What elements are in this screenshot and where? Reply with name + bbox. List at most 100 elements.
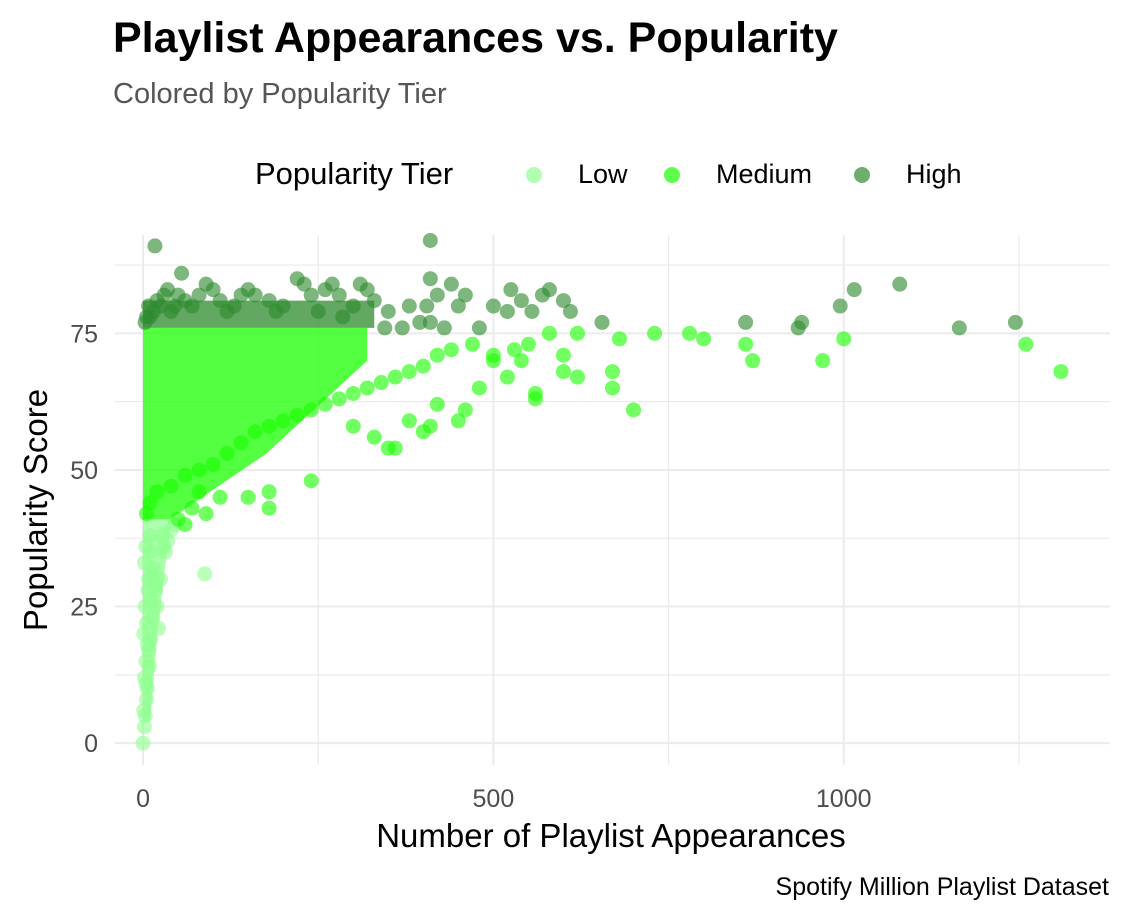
chart-caption: Spotify Million Playlist Dataset: [775, 873, 1109, 901]
point-high: [1007, 314, 1023, 330]
x-axis-label: Number of Playlist Appearances: [376, 817, 846, 854]
point-high: [534, 287, 550, 303]
point-medium: [380, 440, 396, 456]
y-tick-label: 75: [70, 320, 98, 348]
point-medium: [471, 380, 487, 396]
point-medium: [163, 478, 179, 494]
point-high: [450, 298, 466, 314]
point-high: [738, 314, 754, 330]
point-medium: [261, 500, 277, 516]
data-points: [135, 232, 1069, 751]
point-high: [846, 282, 862, 298]
point-high: [345, 298, 361, 314]
legend-label-high: High: [906, 159, 962, 189]
point-medium: [219, 446, 235, 462]
point-medium: [191, 462, 207, 478]
point-medium: [836, 331, 852, 347]
point-medium: [261, 484, 277, 500]
point-medium: [303, 402, 319, 418]
point-medium: [541, 325, 557, 341]
point-medium: [569, 369, 585, 385]
point-high: [233, 287, 249, 303]
point-high: [303, 287, 319, 303]
point-low: [144, 566, 160, 582]
point-high: [137, 314, 153, 330]
point-high: [268, 303, 284, 319]
x-tick-label: 0: [136, 785, 150, 813]
point-medium: [198, 506, 214, 522]
legend-key-medium: [664, 167, 680, 183]
point-medium: [387, 369, 403, 385]
point-medium: [513, 353, 529, 369]
point-medium: [275, 413, 291, 429]
point-high: [394, 320, 410, 336]
point-medium: [345, 385, 361, 401]
point-low: [155, 528, 171, 544]
point-high: [422, 314, 438, 330]
point-medium: [366, 429, 382, 445]
x-tick-label: 1000: [816, 785, 872, 813]
point-high: [335, 309, 351, 325]
point-high: [832, 298, 848, 314]
point-low: [135, 735, 151, 751]
point-high: [892, 276, 908, 292]
point-medium: [345, 418, 361, 434]
point-medium: [233, 435, 249, 451]
point-medium: [450, 413, 466, 429]
legend-key-low: [526, 167, 542, 183]
chart-subtitle: Colored by Popularity Tier: [113, 78, 447, 110]
point-high: [212, 293, 228, 309]
point-medium: [429, 396, 445, 412]
point-high: [331, 287, 347, 303]
point-high: [513, 293, 529, 309]
point-high: [457, 287, 473, 303]
chart-title: Playlist Appearances vs. Popularity: [113, 14, 838, 62]
point-medium: [1053, 364, 1069, 380]
point-medium: [139, 506, 155, 522]
point-high: [352, 276, 368, 292]
point-high: [174, 265, 190, 281]
point-medium: [359, 380, 375, 396]
point-low: [138, 675, 154, 691]
point-medium: [647, 325, 663, 341]
point-high: [198, 276, 214, 292]
point-high: [422, 232, 438, 248]
point-medium: [247, 424, 263, 440]
point-medium: [191, 484, 207, 500]
point-medium: [464, 336, 480, 352]
point-medium: [415, 424, 431, 440]
point-high: [310, 303, 326, 319]
point-medium: [569, 325, 585, 341]
point-high: [401, 298, 417, 314]
point-high: [503, 282, 519, 298]
point-high: [419, 298, 435, 314]
point-low: [142, 528, 158, 544]
y-tick-label: 25: [70, 594, 98, 622]
point-high: [499, 303, 515, 319]
point-high: [147, 238, 163, 254]
point-medium: [605, 364, 620, 380]
point-high: [485, 298, 501, 314]
point-medium: [499, 369, 515, 385]
point-medium: [682, 325, 698, 341]
point-low: [136, 702, 152, 718]
point-high: [562, 303, 578, 319]
legend-label-low: Low: [578, 159, 628, 189]
point-high: [555, 293, 571, 309]
point-medium: [555, 347, 571, 363]
y-tick-label: 0: [84, 730, 98, 758]
point-medium: [289, 407, 305, 423]
point-medium: [261, 418, 277, 434]
point-high: [524, 303, 540, 319]
point-medium: [815, 353, 831, 369]
point-high: [443, 276, 459, 292]
point-medium: [527, 385, 543, 401]
axis-ticks: 0 500 1000 0 25 50 75: [70, 320, 871, 813]
point-medium: [555, 364, 571, 380]
point-high: [377, 320, 393, 336]
point-high: [366, 293, 382, 309]
point-low: [143, 593, 159, 609]
point-medium: [485, 347, 501, 363]
point-medium: [1018, 336, 1034, 352]
